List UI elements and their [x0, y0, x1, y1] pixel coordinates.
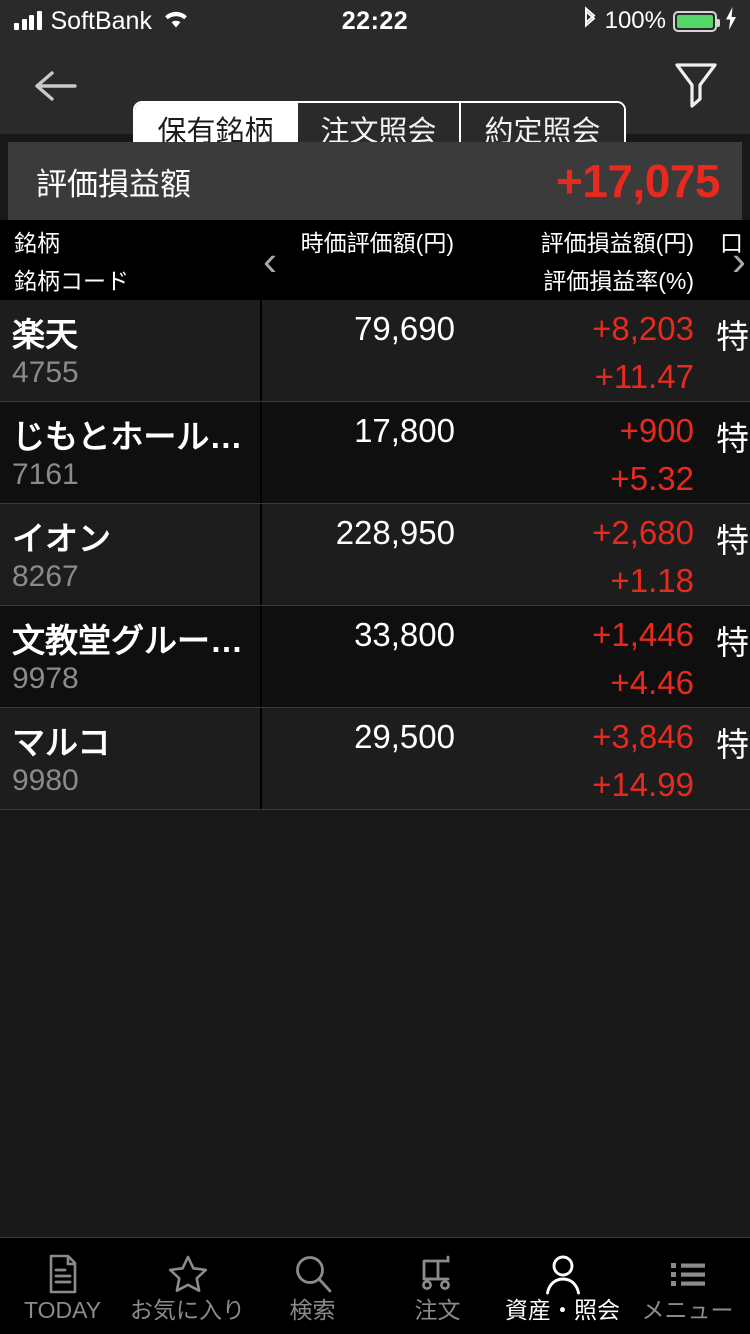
tab-label: 資産・照会: [505, 1296, 620, 1323]
column-divider: [260, 300, 262, 401]
cart-icon: [416, 1251, 460, 1295]
cell-pl-amount: +3,846: [592, 718, 694, 755]
bottom-tab-bar: TODAY お気に入り 検索 注文 資産・照会: [0, 1237, 750, 1334]
valuation-summary-value: +17,075: [555, 155, 721, 207]
column-divider: [260, 402, 262, 503]
list-icon: [666, 1251, 710, 1295]
cell-pl-rate: +4.46: [610, 664, 695, 701]
holdings-table: 楽天 4755 79,690 +8,203 +11.47 特 じもとホール… 7…: [0, 300, 750, 810]
header-pl-rate: 評価損益率(%): [543, 268, 694, 294]
cell-pl-amount: +900: [619, 412, 694, 449]
battery-icon: [673, 10, 720, 32]
table-row[interactable]: イオン 8267 228,950 +2,680 +1.18 特: [0, 504, 750, 606]
table-header: 銘柄 銘柄コード 時価評価額(円) 評価損益額(円) 評価損益率(%) 口 ‹ …: [0, 220, 750, 300]
column-divider: [260, 708, 262, 809]
table-row[interactable]: 文教堂グルー… 9978 33,800 +1,446 +4.46 特: [0, 606, 750, 708]
header-stock-name: 銘柄: [14, 230, 60, 256]
cell-account-type: 特: [716, 726, 748, 763]
tab-favorites[interactable]: お気に入り: [125, 1238, 250, 1334]
status-bar-right: 100%: [582, 0, 738, 42]
battery-percent-label: 100%: [604, 7, 666, 34]
cell-stock-code: 7161: [12, 458, 79, 491]
header-stock-code: 銘柄コード: [14, 268, 129, 294]
back-button[interactable]: [16, 42, 96, 134]
document-icon: [42, 1251, 84, 1295]
cell-market-value: 79,690: [354, 310, 455, 347]
column-divider: [260, 606, 262, 707]
cell-stock-code: 9980: [12, 764, 79, 797]
cell-stock-code: 4755: [12, 356, 79, 389]
table-row[interactable]: 楽天 4755 79,690 +8,203 +11.47 特: [0, 300, 750, 402]
charging-bolt-icon: [724, 6, 738, 36]
chevron-right-icon[interactable]: ›: [732, 237, 746, 284]
cell-pl-amount: +2,680: [592, 514, 694, 551]
cell-market-value: 29,500: [354, 718, 455, 755]
tab-today[interactable]: TODAY: [0, 1238, 125, 1334]
cell-account-type: 特: [716, 420, 748, 457]
status-bar: SoftBank 22:22 100%: [0, 0, 750, 42]
tab-search[interactable]: 検索: [250, 1238, 375, 1334]
cell-market-value: 17,800: [354, 412, 455, 449]
cell-stock-name: じもとホール…: [12, 418, 243, 455]
valuation-summary-label: 評価損益額: [36, 166, 191, 202]
search-icon: [292, 1251, 334, 1295]
table-row[interactable]: じもとホール… 7161 17,800 +900 +5.32 特: [0, 402, 750, 504]
carrier-label: SoftBank: [50, 6, 152, 35]
back-arrow-icon: [32, 67, 80, 110]
cell-stock-name: 楽天: [12, 316, 78, 353]
tab-label: メニュー: [641, 1296, 734, 1323]
tab-label: TODAY: [23, 1296, 102, 1323]
header-pl-amount: 評価損益額(円): [540, 230, 694, 256]
clock-label: 22:22: [341, 6, 409, 35]
filter-button[interactable]: [656, 42, 736, 134]
cell-stock-code: 9978: [12, 662, 79, 695]
cell-pl-rate: +1.18: [610, 562, 695, 599]
cell-pl-rate: +5.32: [610, 460, 695, 497]
person-icon: [542, 1251, 584, 1295]
tab-label: 注文: [414, 1296, 461, 1323]
status-bar-left: SoftBank: [14, 0, 191, 42]
valuation-summary-bar: 評価損益額 +17,075: [8, 142, 742, 220]
cell-pl-rate: +11.47: [594, 358, 694, 395]
cell-account-type: 特: [716, 318, 748, 355]
header-account-type: 口: [720, 232, 743, 255]
tab-menu[interactable]: メニュー: [625, 1238, 750, 1334]
column-divider: [260, 504, 262, 605]
tab-label: お気に入り: [130, 1296, 245, 1323]
cell-stock-name: 文教堂グルー…: [12, 622, 243, 659]
table-row[interactable]: マルコ 9980 29,500 +3,846 +14.99 特: [0, 708, 750, 810]
cell-stock-name: イオン: [12, 520, 111, 557]
tab-label: 検索: [289, 1296, 336, 1323]
bluetooth-icon: [582, 6, 598, 36]
cell-stock-name: マルコ: [12, 724, 111, 761]
chevron-left-icon[interactable]: ‹: [263, 237, 277, 284]
filter-funnel-icon: [673, 60, 719, 117]
wifi-icon: [161, 8, 191, 35]
cell-market-value: 228,950: [335, 514, 455, 551]
header-market-value: 時価評価額(円): [300, 230, 454, 256]
cell-pl-amount: +1,446: [592, 616, 694, 653]
cell-market-value: 33,800: [354, 616, 455, 653]
signal-bars-icon: [14, 11, 42, 30]
status-bar-center: 22:22: [0, 0, 750, 42]
cell-account-type: 特: [716, 624, 748, 661]
cell-account-type: 特: [716, 522, 748, 559]
cell-pl-rate: +14.99: [592, 766, 694, 803]
nav-header: 保有銘柄 注文照会 約定照会: [0, 42, 750, 157]
cell-pl-amount: +8,203: [592, 310, 694, 347]
tab-assets-inquiry[interactable]: 資産・照会: [500, 1238, 625, 1334]
tab-order[interactable]: 注文: [375, 1238, 500, 1334]
cell-stock-code: 8267: [12, 560, 79, 593]
star-icon: [166, 1251, 210, 1295]
